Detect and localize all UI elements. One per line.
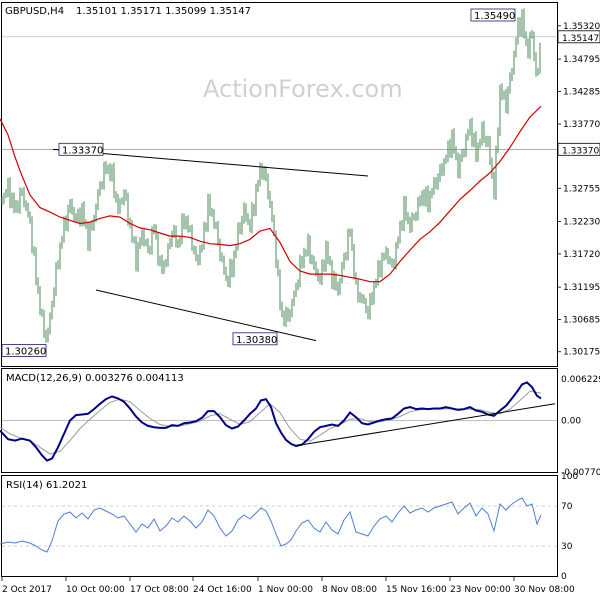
- last-price-tag: [557, 30, 600, 44]
- rsi-layer: [0, 497, 557, 553]
- price-y-tick-label: 1.32755: [563, 184, 600, 194]
- macd-y-tick-label: 0.00: [561, 417, 581, 427]
- x-axis-label: 23 Nov 00:00: [450, 585, 511, 595]
- macd-trendline: [294, 403, 556, 447]
- price-y-tick-label: 1.30175: [563, 348, 600, 358]
- price-annotation-box: [232, 332, 278, 346]
- x-axis-label: 10 Oct 00:00: [66, 585, 125, 595]
- price-y-tick-label: 1.31195: [563, 283, 600, 293]
- x-axis-label: 24 Oct 16:00: [193, 585, 252, 595]
- rsi-y-tick-label: 0: [561, 572, 567, 582]
- upper-trendline: [52, 148, 369, 177]
- price-annotation-label: 1.30380: [236, 335, 277, 346]
- rsi-y-tick-label: 70: [561, 502, 573, 512]
- price-series-layer: 1.35490 1.33370 1.30260 1.30380: [0, 8, 557, 358]
- rsi-y-tick-label: 100: [561, 472, 578, 482]
- x-axis-label: 30 Nov 08:00: [514, 585, 575, 595]
- macd-panel: [1, 368, 558, 473]
- x-axis-label: 2 Oct 2017: [2, 585, 52, 595]
- chart-header-ohlc: 1.35101 1.35171 1.35099 1.35147: [76, 6, 251, 17]
- rsi-line: [0, 497, 542, 553]
- level-price-tag-label: 1.33370: [562, 146, 599, 156]
- price-y-tick-label: 1.34795: [563, 55, 600, 65]
- last-price-tag-label: 1.35147: [562, 34, 599, 44]
- price-y-tick-label: 1.33770: [563, 120, 600, 130]
- rsi-title: RSI(14) 61.2021: [6, 480, 87, 491]
- price-y-tick-label: 1.34285: [563, 87, 600, 97]
- x-axis-label: 1 Nov 00:00: [258, 585, 313, 595]
- price-annotation-label: 1.35490: [474, 11, 515, 22]
- x-axis-label: 17 Oct 08:00: [130, 585, 189, 595]
- watermark: ActionForex.com: [203, 75, 403, 103]
- x-axis-label: 8 Nov 08:00: [322, 585, 377, 595]
- lower-trendline: [95, 289, 317, 342]
- macd-y-tick-label: -0.007706: [561, 468, 600, 478]
- macd-layer: [0, 381, 557, 462]
- rsi-panel: [1, 475, 558, 577]
- rsi-y-tick-label: 30: [561, 542, 573, 552]
- price-annotation-box: [470, 8, 516, 22]
- macd-title: MACD(12,26,9) 0.003276 0.004113: [6, 373, 184, 384]
- price-y-tick-label: 1.30685: [563, 315, 600, 325]
- chart-header-symbol: GBPUSD,H4: [5, 6, 64, 17]
- price-y-tick-label: 1.31720: [563, 250, 600, 260]
- x-axis-label: 15 Nov 16:00: [386, 585, 447, 595]
- price-annotation-box: [1, 344, 47, 357]
- axis-layer: 1.35320 1.34795 1.34285 1.33770 1.32755 1.322…: [1, 22, 600, 595]
- price-y-tick-label: 1.35320: [563, 22, 600, 32]
- macd-y-tick-label: 0.006229: [561, 375, 600, 385]
- moving-average-line: [0, 105, 542, 283]
- price-annotation-box: [58, 142, 104, 156]
- price-annotation-label: 1.33370: [62, 145, 103, 156]
- macd-line: [0, 381, 542, 462]
- price-annotation-label: 1.30260: [5, 347, 46, 358]
- level-price-tag: [557, 142, 600, 156]
- price-y-tick-label: 1.32230: [563, 218, 600, 228]
- price-panel: [1, 2, 558, 367]
